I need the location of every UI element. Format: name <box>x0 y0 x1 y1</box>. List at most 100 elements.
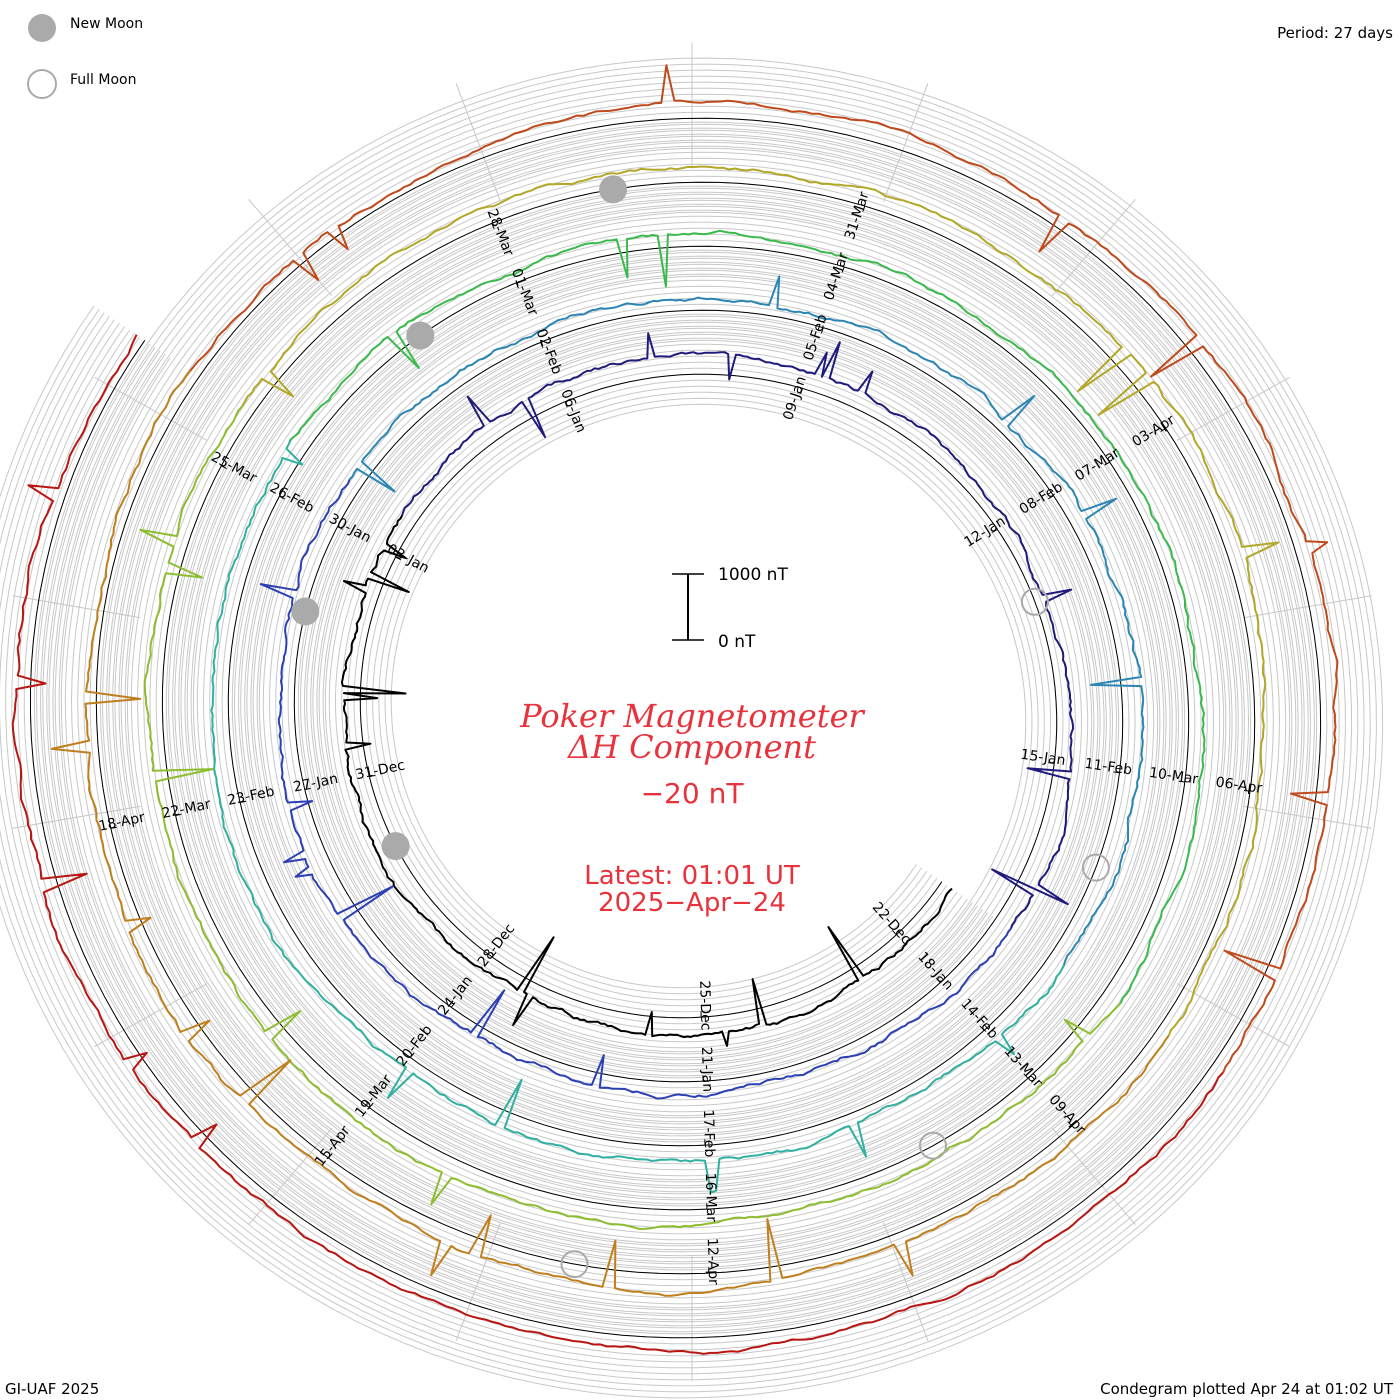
date-tick <box>515 282 519 289</box>
series-line-9 <box>50 370 1170 1297</box>
date-tick <box>1048 762 1055 764</box>
date-tick <box>175 813 182 816</box>
date-tick <box>395 556 402 561</box>
legend: New Moon Full Moon <box>27 14 143 99</box>
date-label: 09-Jan <box>780 374 809 422</box>
series-line-3 <box>259 479 1012 1100</box>
date-tick <box>240 800 247 803</box>
data-series <box>11 64 1339 1355</box>
date-label: 04-Mar <box>821 251 852 303</box>
full-moon-marker <box>919 1131 947 1160</box>
grid-spiral <box>48 135 1303 1321</box>
date-label: 15-Jan <box>1019 747 1066 769</box>
date-label: 21-Jan <box>698 1047 715 1093</box>
radial-grid-line <box>1243 595 1372 619</box>
series-line-5 <box>210 439 1065 1194</box>
radial-grid-line <box>883 82 929 202</box>
scale-bar: 1000 nT 0 nT <box>672 565 788 652</box>
baseline-spiral <box>30 117 1322 1339</box>
series-line-10 <box>189 64 1339 1074</box>
radial-grid-line <box>248 198 333 297</box>
date-tick <box>369 1102 374 1109</box>
footer-plotted: Condegram plotted Apr 24 at 01:02 UT <box>1100 1380 1394 1398</box>
date-label: 12-Apr <box>704 1238 721 1285</box>
date-label: 25-Dec <box>696 980 713 1030</box>
footer-credit: GI-UAF 2025 <box>5 1380 99 1398</box>
date-tick <box>820 327 824 334</box>
new-moon-icon <box>28 14 56 42</box>
grid-spiral <box>0 63 1377 1393</box>
radial-grid-line <box>1176 376 1290 441</box>
series-line-6 <box>289 229 1206 1004</box>
baseline-spiral-path <box>30 117 1322 1339</box>
grid-spiral <box>54 141 1297 1315</box>
date-label: 06-Apr <box>1215 774 1264 797</box>
legend-new-moon-label: New Moon <box>70 16 143 32</box>
date-tick <box>1160 428 1167 432</box>
date-tick <box>862 205 866 212</box>
date-tick <box>491 223 495 229</box>
radial-grid-line <box>1051 1127 1136 1226</box>
date-tick <box>328 1153 333 1159</box>
radial-grid-line <box>455 82 501 202</box>
radial-grid-lines <box>12 42 1372 1382</box>
scale-top-label: 1000 nT <box>718 565 788 585</box>
date-tick <box>450 1002 456 1008</box>
grid-spiral <box>0 69 1371 1387</box>
date-tick <box>1178 780 1185 783</box>
radial-grid-line <box>12 805 141 829</box>
moon-markers <box>291 175 1110 1279</box>
chart-subtitle: ΔH Component <box>566 728 816 766</box>
date-tick <box>1048 495 1054 500</box>
grid-spiral <box>0 75 1365 1381</box>
date-tick <box>1113 771 1120 774</box>
date-label: 31-Dec <box>354 757 406 783</box>
date-tick <box>841 266 845 273</box>
date-tick <box>1244 790 1251 792</box>
radial-grid-line <box>883 1222 929 1342</box>
new-moon-marker <box>291 597 320 626</box>
date-tick <box>491 952 497 958</box>
latest-time: Latest: 01:01 UT <box>584 861 800 891</box>
date-tick <box>1023 1073 1029 1079</box>
full-moon-marker <box>1020 587 1049 616</box>
series-line-7 <box>139 405 1122 1230</box>
series-line-8 <box>241 165 1280 1037</box>
full-moon-marker <box>560 1250 589 1279</box>
grid-spiral <box>11 99 1340 1357</box>
grid-spiral <box>42 129 1309 1327</box>
radial-grid-line <box>248 1127 333 1226</box>
date-tick <box>221 465 227 470</box>
date-label: 31-Mar <box>842 190 873 242</box>
date-tick <box>800 388 803 395</box>
chart-title: Poker Magnetometer <box>519 697 865 735</box>
latest-date: 2025−Apr−24 <box>598 888 786 918</box>
date-tick <box>1104 461 1110 466</box>
grid-spiral <box>0 81 1359 1375</box>
date-tick <box>935 977 941 983</box>
new-moon-marker <box>599 175 628 204</box>
date-label: 11-Feb <box>1084 756 1134 779</box>
new-moon-marker <box>406 321 435 350</box>
date-tick <box>337 526 344 530</box>
current-value: −20 nT <box>641 777 745 810</box>
radial-grid-line <box>12 595 141 619</box>
date-label: 12-Jan <box>962 513 1009 550</box>
grid-spiral <box>0 57 1384 1399</box>
series-line-4 <box>348 275 1145 966</box>
radial-grid-line <box>94 983 208 1048</box>
date-tick <box>110 826 117 829</box>
date-tick <box>540 342 544 348</box>
date-tick <box>892 930 897 936</box>
date-tick <box>1067 1121 1073 1127</box>
date-label: 16-Mar <box>702 1173 719 1223</box>
scale-bottom-label: 0 nT <box>718 632 756 652</box>
series-line-1 <box>340 514 953 1047</box>
series-line-11 <box>11 334 1224 1355</box>
series-line-2 <box>401 332 1074 929</box>
date-tick <box>992 528 998 533</box>
period-label: Period: 27 days <box>1277 24 1393 42</box>
radial-grid-line <box>1176 983 1290 1048</box>
new-moon-marker <box>381 832 410 861</box>
